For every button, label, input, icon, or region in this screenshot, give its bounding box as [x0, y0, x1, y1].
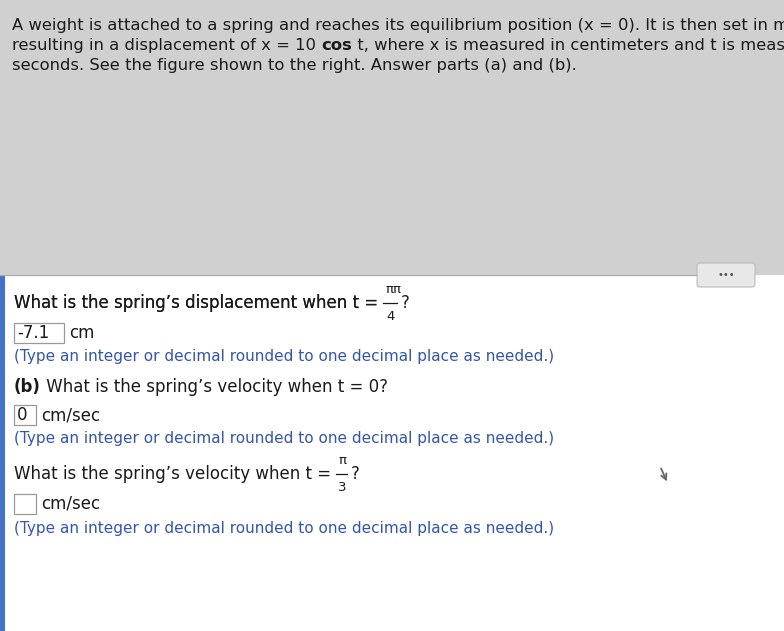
Text: What is the spring’s displacement when t =: What is the spring’s displacement when t…	[14, 294, 383, 312]
Text: cm/sec: cm/sec	[41, 406, 100, 424]
Text: (Type an integer or decimal rounded to one decimal place as needed.): (Type an integer or decimal rounded to o…	[14, 350, 554, 365]
Text: ?: ?	[401, 294, 409, 312]
Text: cm/sec: cm/sec	[41, 495, 100, 513]
FancyBboxPatch shape	[697, 263, 755, 287]
Bar	[0, 0, 784, 275]
Text: What is the spring’s velocity when t =: What is the spring’s velocity when t =	[14, 465, 336, 483]
Text: What is the spring’s velocity when t = 0?: What is the spring’s velocity when t = 0…	[41, 378, 388, 396]
Text: (Type an integer or decimal rounded to one decimal place as needed.): (Type an integer or decimal rounded to o…	[14, 521, 554, 536]
Text: •••: •••	[717, 270, 735, 280]
Text: seconds. See the figure shown to the right. Answer parts (a) and (b).: seconds. See the figure shown to the rig…	[12, 58, 577, 73]
Text: What is the spring’s displacement when t =: What is the spring’s displacement when t…	[14, 294, 383, 312]
Text: ?: ?	[350, 465, 359, 483]
Text: (b): (b)	[14, 378, 41, 396]
Text: cos: cos	[321, 38, 352, 53]
Text: π: π	[339, 454, 347, 467]
Bar	[14, 494, 36, 514]
Bar	[0, 275, 5, 631]
Text: t, where x is measured in centimeters and t is measured in: t, where x is measured in centimeters an…	[352, 38, 784, 53]
Text: 3: 3	[339, 481, 347, 494]
Text: resulting in a displacement of x = 10: resulting in a displacement of x = 10	[12, 38, 321, 53]
Text: ππ: ππ	[386, 283, 401, 296]
Text: A weight is attached to a spring and reaches its equilibrium position (x = 0). I: A weight is attached to a spring and rea…	[12, 18, 784, 33]
Text: cm: cm	[69, 324, 94, 342]
Bar	[0, 275, 784, 631]
Text: (Type an integer or decimal rounded to one decimal place as needed.): (Type an integer or decimal rounded to o…	[14, 432, 554, 447]
Bar	[14, 405, 36, 425]
Text: -7.1: -7.1	[17, 324, 49, 342]
Bar	[14, 323, 64, 343]
Text: 0: 0	[17, 406, 27, 424]
Text: 4: 4	[387, 310, 395, 323]
